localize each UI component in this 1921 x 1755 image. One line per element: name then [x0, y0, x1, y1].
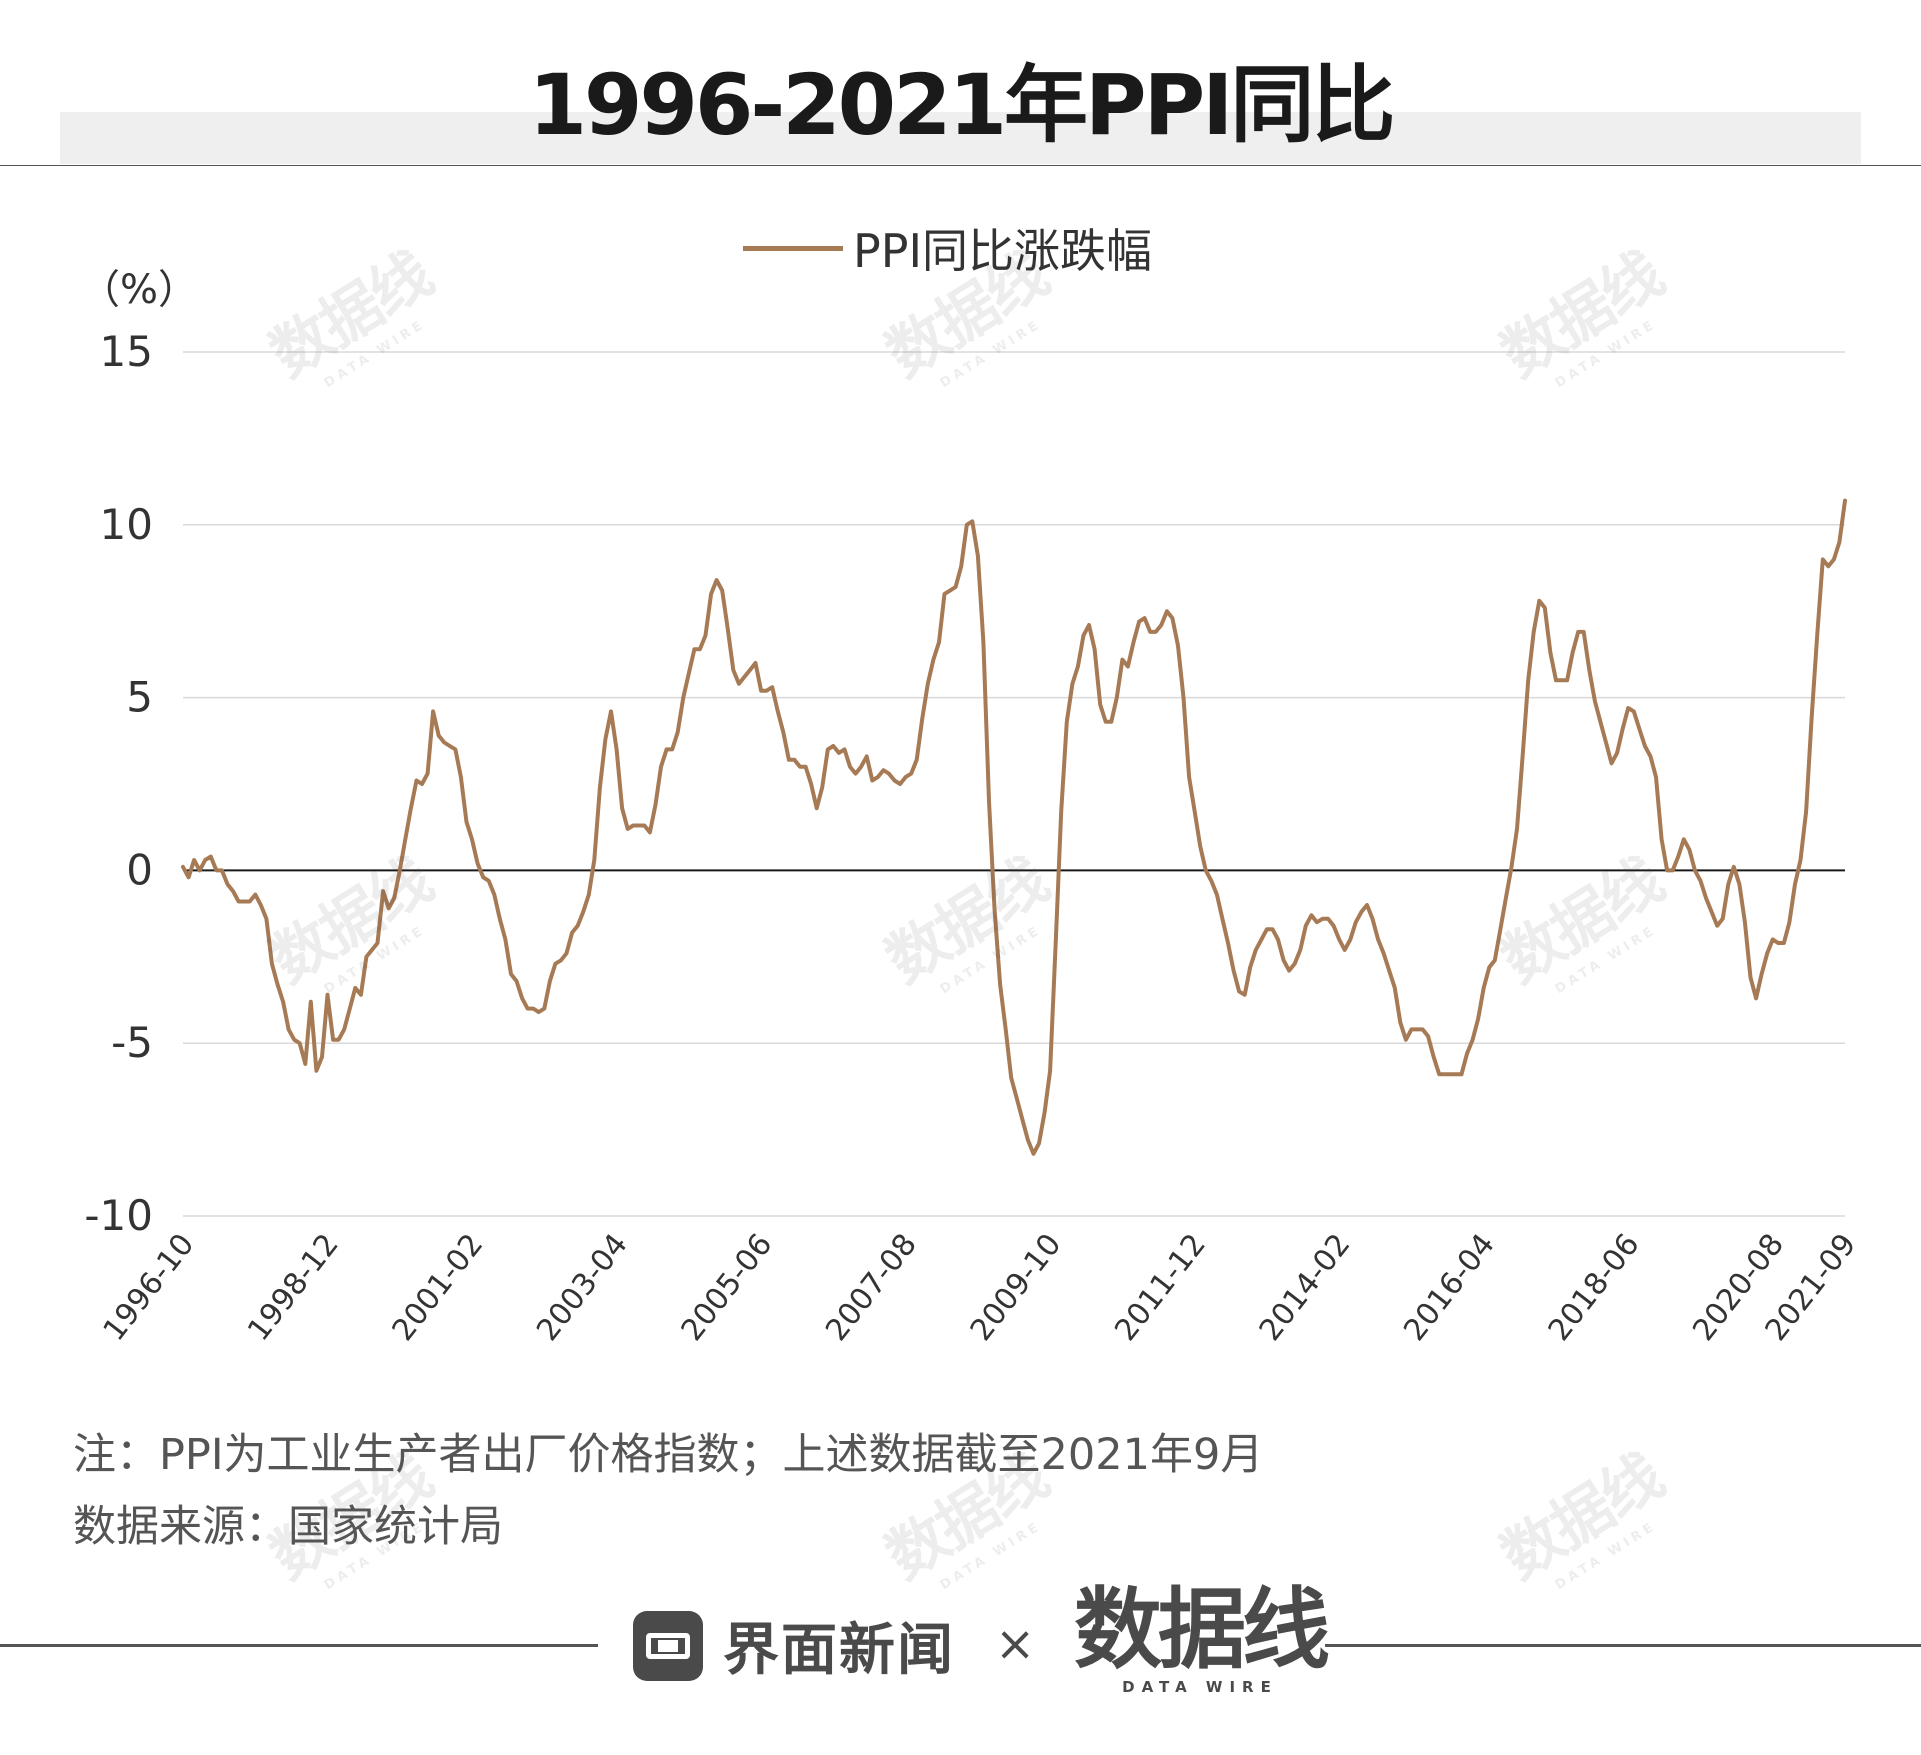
title-rule	[0, 165, 1921, 166]
datawire-logo-en: DATA WIRE	[1122, 1678, 1278, 1696]
x-tick-label: 2003-04	[530, 1227, 635, 1347]
legend-label: PPI同比涨跌幅	[853, 224, 1153, 278]
brand-jiemian: 界面新闻	[633, 1605, 955, 1686]
y-tick-label: 10	[100, 500, 153, 549]
y-unit-label: （%）	[80, 267, 198, 313]
x-tick-label: 2018-06	[1542, 1227, 1647, 1347]
title-band	[60, 112, 1861, 164]
footer-rule-right	[1325, 1644, 1921, 1647]
footnote: 注：PPI为工业生产者出厂价格指数；上述数据截至2021年9月	[73, 1430, 1264, 1480]
x-tick-label: 2016-04	[1397, 1227, 1502, 1347]
x-tick-label: 2001-02	[386, 1227, 491, 1347]
footer-rule-left	[0, 1644, 598, 1647]
y-tick-label: -5	[111, 1018, 153, 1067]
chart-title: 1996-2021年PPI同比	[528, 56, 1396, 154]
y-tick-label: 5	[126, 673, 153, 722]
x-tick-label: 1998-12	[241, 1227, 346, 1347]
legend-swatch	[743, 245, 843, 251]
y-tick-label: 0	[126, 845, 153, 894]
legend: PPI同比涨跌幅	[743, 218, 1152, 278]
x-tick-label: 2007-08	[819, 1227, 924, 1347]
x-tick-label: 2011-12	[1108, 1227, 1213, 1347]
x-tick-label: 2005-06	[675, 1227, 780, 1347]
brand-name: 界面新闻	[723, 1618, 955, 1683]
jiemian-logo-icon	[633, 1610, 703, 1681]
data-source: 数据来源：国家统计局	[73, 1502, 503, 1552]
x-tick-label: 2014-02	[1253, 1227, 1358, 1347]
series-line-ppi	[181, 498, 1847, 1156]
separator: ×	[995, 1616, 1036, 1672]
y-tick-label: 15	[100, 327, 153, 376]
datawire-logo: 数据线 DATA WIRE	[1074, 1578, 1330, 1697]
y-tick-label: -10	[84, 1191, 153, 1240]
datawire-logo-cn: 数据线	[1074, 1578, 1330, 1681]
x-tick-label: 1996-10	[97, 1227, 202, 1347]
x-tick-label: 2009-10	[964, 1227, 1069, 1347]
